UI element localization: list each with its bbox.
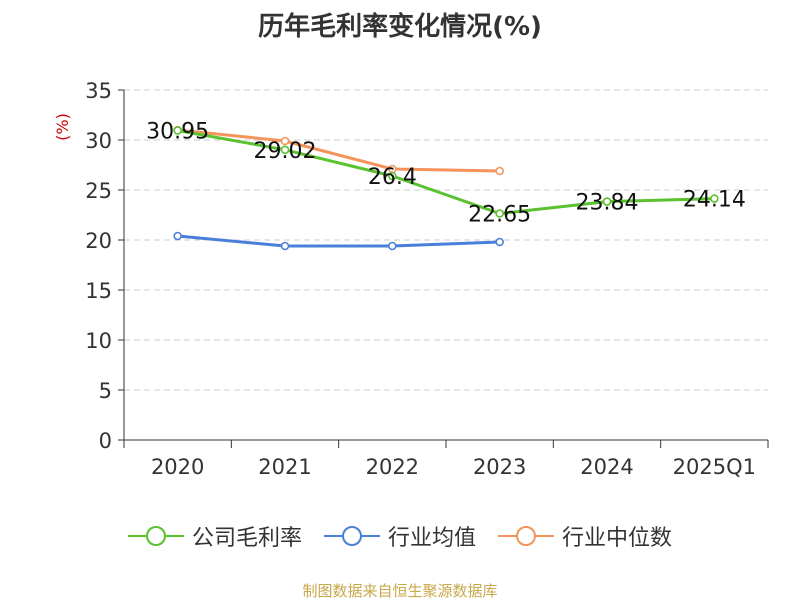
data-point <box>280 145 290 155</box>
legend-label: 行业中位数 <box>562 526 673 551</box>
data-point <box>495 209 504 218</box>
y-axis-label: (%) <box>53 113 72 141</box>
y-tick-label: 35 <box>85 79 112 103</box>
x-tick-label: 2022 <box>366 455 419 479</box>
source-note: 制图数据来自恒生聚源数据库 <box>302 582 498 600</box>
data-label: 24.14 <box>683 188 746 213</box>
data-point <box>495 237 504 247</box>
chart-title: 历年毛利率变化情况(%) <box>258 12 542 42</box>
data-point <box>388 171 397 181</box>
legend: 公司毛利率 行业均值 行业中位数 <box>0 520 800 552</box>
x-tick-label: 2023 <box>473 455 526 479</box>
data-label: 23.84 <box>576 191 639 216</box>
data-point <box>280 136 290 146</box>
data-label: 22.65 <box>468 203 531 228</box>
data-labels: 30.95 29.02 26.4 22.65 23.84 24.14 <box>146 120 746 228</box>
x-tick-label: 2025Q1 <box>673 455 756 479</box>
y-tick-label: 25 <box>85 179 112 203</box>
data-label: 29.02 <box>254 139 317 164</box>
data-point <box>173 126 182 135</box>
legend-label: 行业均值 <box>387 526 476 551</box>
legend-item[interactable]: 行业均值 <box>323 520 476 552</box>
legend-marker-icon <box>498 526 554 546</box>
axes: 0 5 10 15 20 25 30 35 2020 2021 2022 2023 2024 2025Q1 <box>85 79 769 479</box>
x-tick-label: 2021 <box>258 455 311 479</box>
legend-item[interactable]: 公司毛利率 <box>127 520 302 552</box>
y-tick-label: 0 <box>99 429 112 453</box>
data-label: 30.95 <box>146 120 209 145</box>
y-tick-label: 10 <box>85 329 112 353</box>
series-line <box>177 129 715 215</box>
y-tick-label: 15 <box>85 279 112 303</box>
y-tick-label: 20 <box>85 229 112 253</box>
grid-lines <box>124 89 768 391</box>
legend-marker-icon <box>127 526 184 546</box>
series-lines <box>173 125 719 251</box>
y-tick-label: 5 <box>99 379 112 403</box>
data-label: 26.4 <box>368 165 417 190</box>
series-line <box>177 128 500 173</box>
data-point <box>388 241 397 251</box>
data-point <box>710 194 719 203</box>
y-tick-label: 30 <box>85 129 112 153</box>
legend-marker-icon <box>323 526 380 546</box>
x-tick-label: 2024 <box>580 455 633 479</box>
data-point <box>602 197 612 206</box>
legend-item[interactable]: 行业中位数 <box>498 520 672 552</box>
data-point <box>173 231 182 241</box>
legend-label: 公司毛利率 <box>191 526 302 551</box>
series-line <box>177 234 500 248</box>
data-point <box>280 241 290 251</box>
x-tick-label: 2020 <box>151 455 204 479</box>
data-point <box>495 166 504 176</box>
